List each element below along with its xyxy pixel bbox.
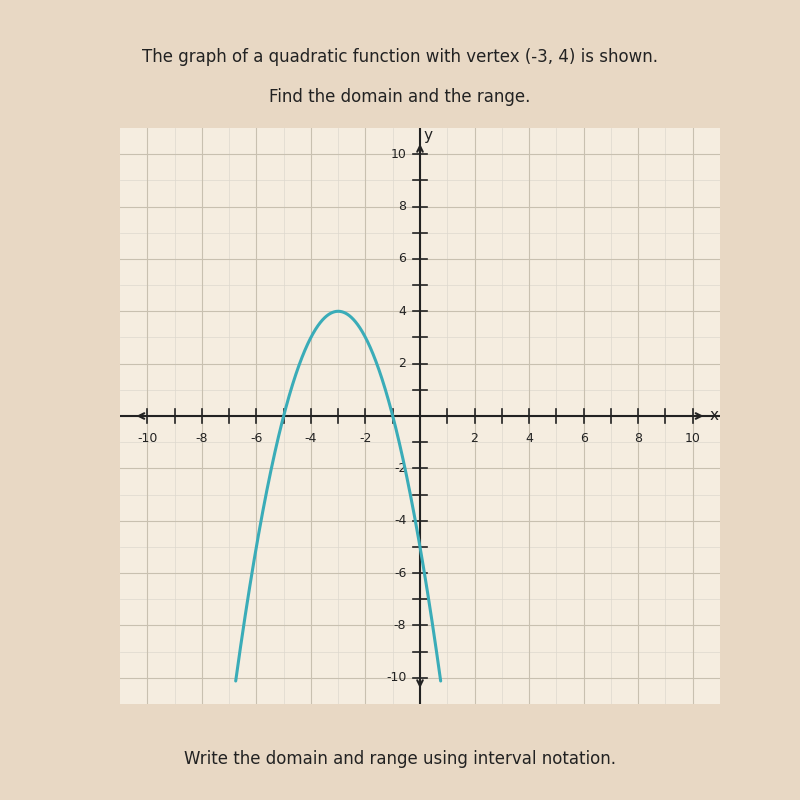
Text: -4: -4 <box>305 432 317 445</box>
Text: Find the domain and the range.: Find the domain and the range. <box>270 88 530 106</box>
Text: 2: 2 <box>470 432 478 445</box>
Text: 10: 10 <box>390 148 406 161</box>
Text: -8: -8 <box>195 432 208 445</box>
Text: -6: -6 <box>394 566 406 579</box>
Text: -8: -8 <box>394 619 406 632</box>
Text: -6: -6 <box>250 432 262 445</box>
Text: x: x <box>710 409 719 423</box>
Text: 8: 8 <box>634 432 642 445</box>
Text: y: y <box>424 128 433 143</box>
Text: -10: -10 <box>137 432 158 445</box>
Text: 4: 4 <box>398 305 406 318</box>
Text: 6: 6 <box>580 432 587 445</box>
Text: -4: -4 <box>394 514 406 527</box>
Text: 2: 2 <box>398 357 406 370</box>
Text: Write the domain and range using interval notation.: Write the domain and range using interva… <box>184 750 616 768</box>
Text: 6: 6 <box>398 253 406 266</box>
Text: 10: 10 <box>685 432 701 445</box>
Text: -10: -10 <box>386 671 406 684</box>
Text: 8: 8 <box>398 200 406 213</box>
Text: The graph of a quadratic function with vertex (-3, 4) is shown.: The graph of a quadratic function with v… <box>142 48 658 66</box>
Text: 4: 4 <box>525 432 533 445</box>
Text: -2: -2 <box>359 432 372 445</box>
Text: -2: -2 <box>394 462 406 475</box>
